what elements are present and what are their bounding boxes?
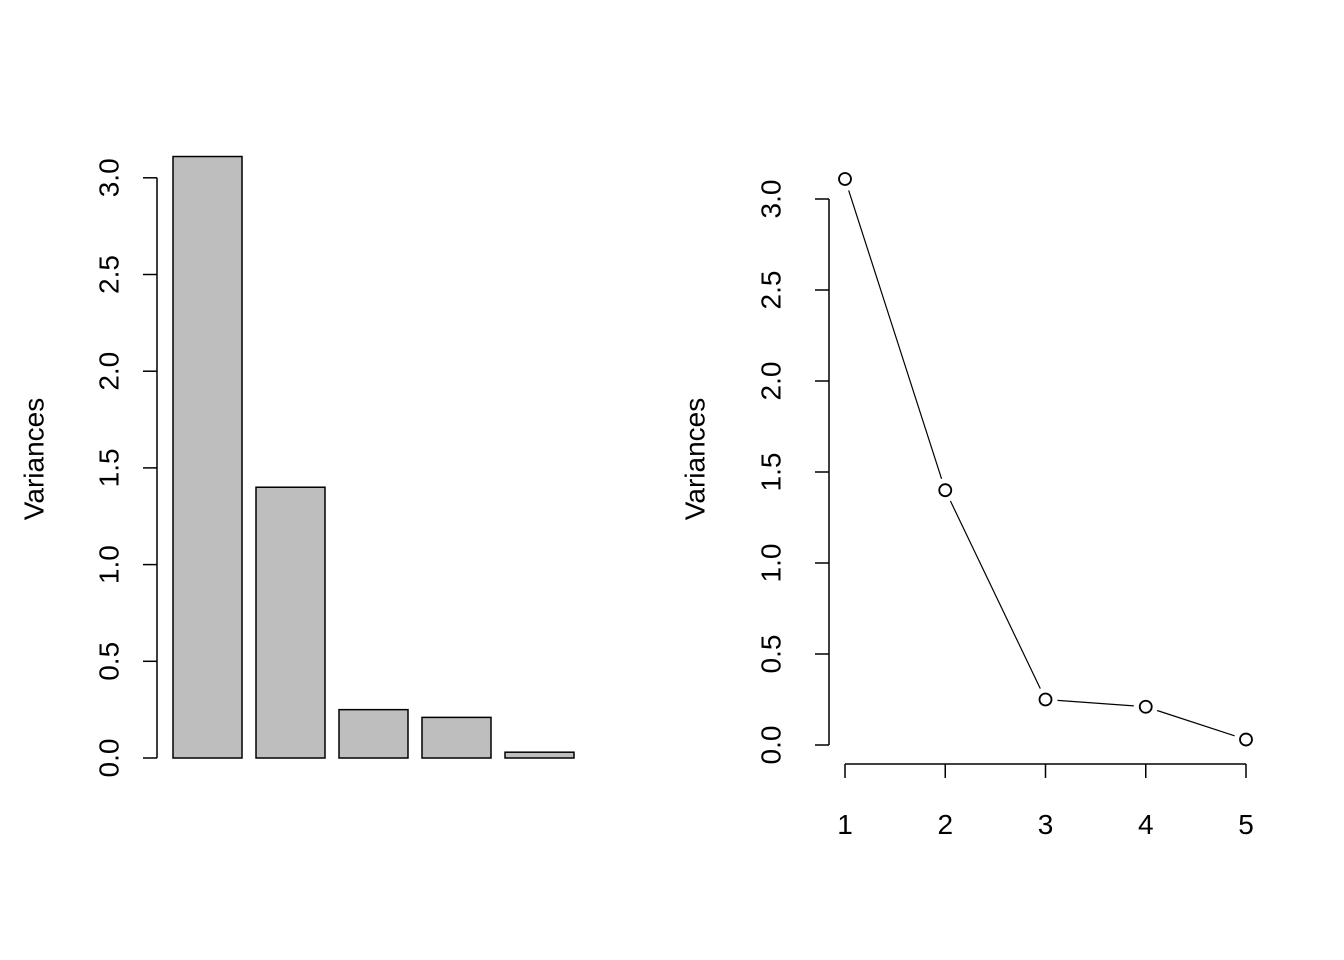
line-y-tick-label: 2.0 [755,362,786,401]
bar-y-tick-label: 3.0 [93,158,124,197]
bar-y-axis-title: Variances [18,398,49,520]
line-y-tick-label: 2.5 [755,271,786,310]
series-segment [1156,709,1235,737]
line-y-tick-label: 0.5 [755,635,786,674]
bar-2 [255,486,326,759]
line-x-tick-label: 2 [937,809,953,840]
data-point-1 [838,172,852,186]
line-y-tick-label: 0.0 [755,726,786,765]
line-y-tick-label: 3.0 [755,180,786,219]
bar-5 [504,751,575,759]
series-segment [848,190,943,479]
line-x-tick-label: 3 [1038,809,1054,840]
bar-1 [172,155,243,759]
bar-y-tick-label: 0.5 [93,642,124,681]
bar-y-tick-label: 1.5 [93,448,124,487]
line-x-tick-label: 4 [1138,809,1154,840]
bar-y-tick-label: 0.0 [93,739,124,778]
bar-chart-panel: 0.0 0.5 1.0 1.5 2.0 2.5 3.0 Variances [18,155,575,778]
data-point-3 [1038,692,1053,707]
line-y-tick-label: 1.5 [755,453,786,492]
line-y-axis-title: Variances [679,398,710,520]
line-y-tick-label: 1.0 [755,544,786,583]
bar-3 [338,708,409,759]
series-segment [1057,699,1134,707]
data-point-5 [1239,732,1253,747]
line-x-tick-label: 1 [837,809,853,840]
bar-4 [421,716,492,759]
bar-y-tick-label: 2.5 [93,255,124,294]
series-segment [949,500,1041,689]
scree-line-chart-panel: 0.0 0.5 1.0 1.5 2.0 2.5 3.0 Variances 1 2 3 4 5 [679,172,1254,840]
bar-y-tick-label: 2.0 [93,352,124,391]
line-x-tick-label: 5 [1238,809,1254,840]
bar-y-tick-label: 1.0 [93,545,124,584]
data-point-4 [1138,699,1153,714]
data-point-2 [938,483,953,498]
